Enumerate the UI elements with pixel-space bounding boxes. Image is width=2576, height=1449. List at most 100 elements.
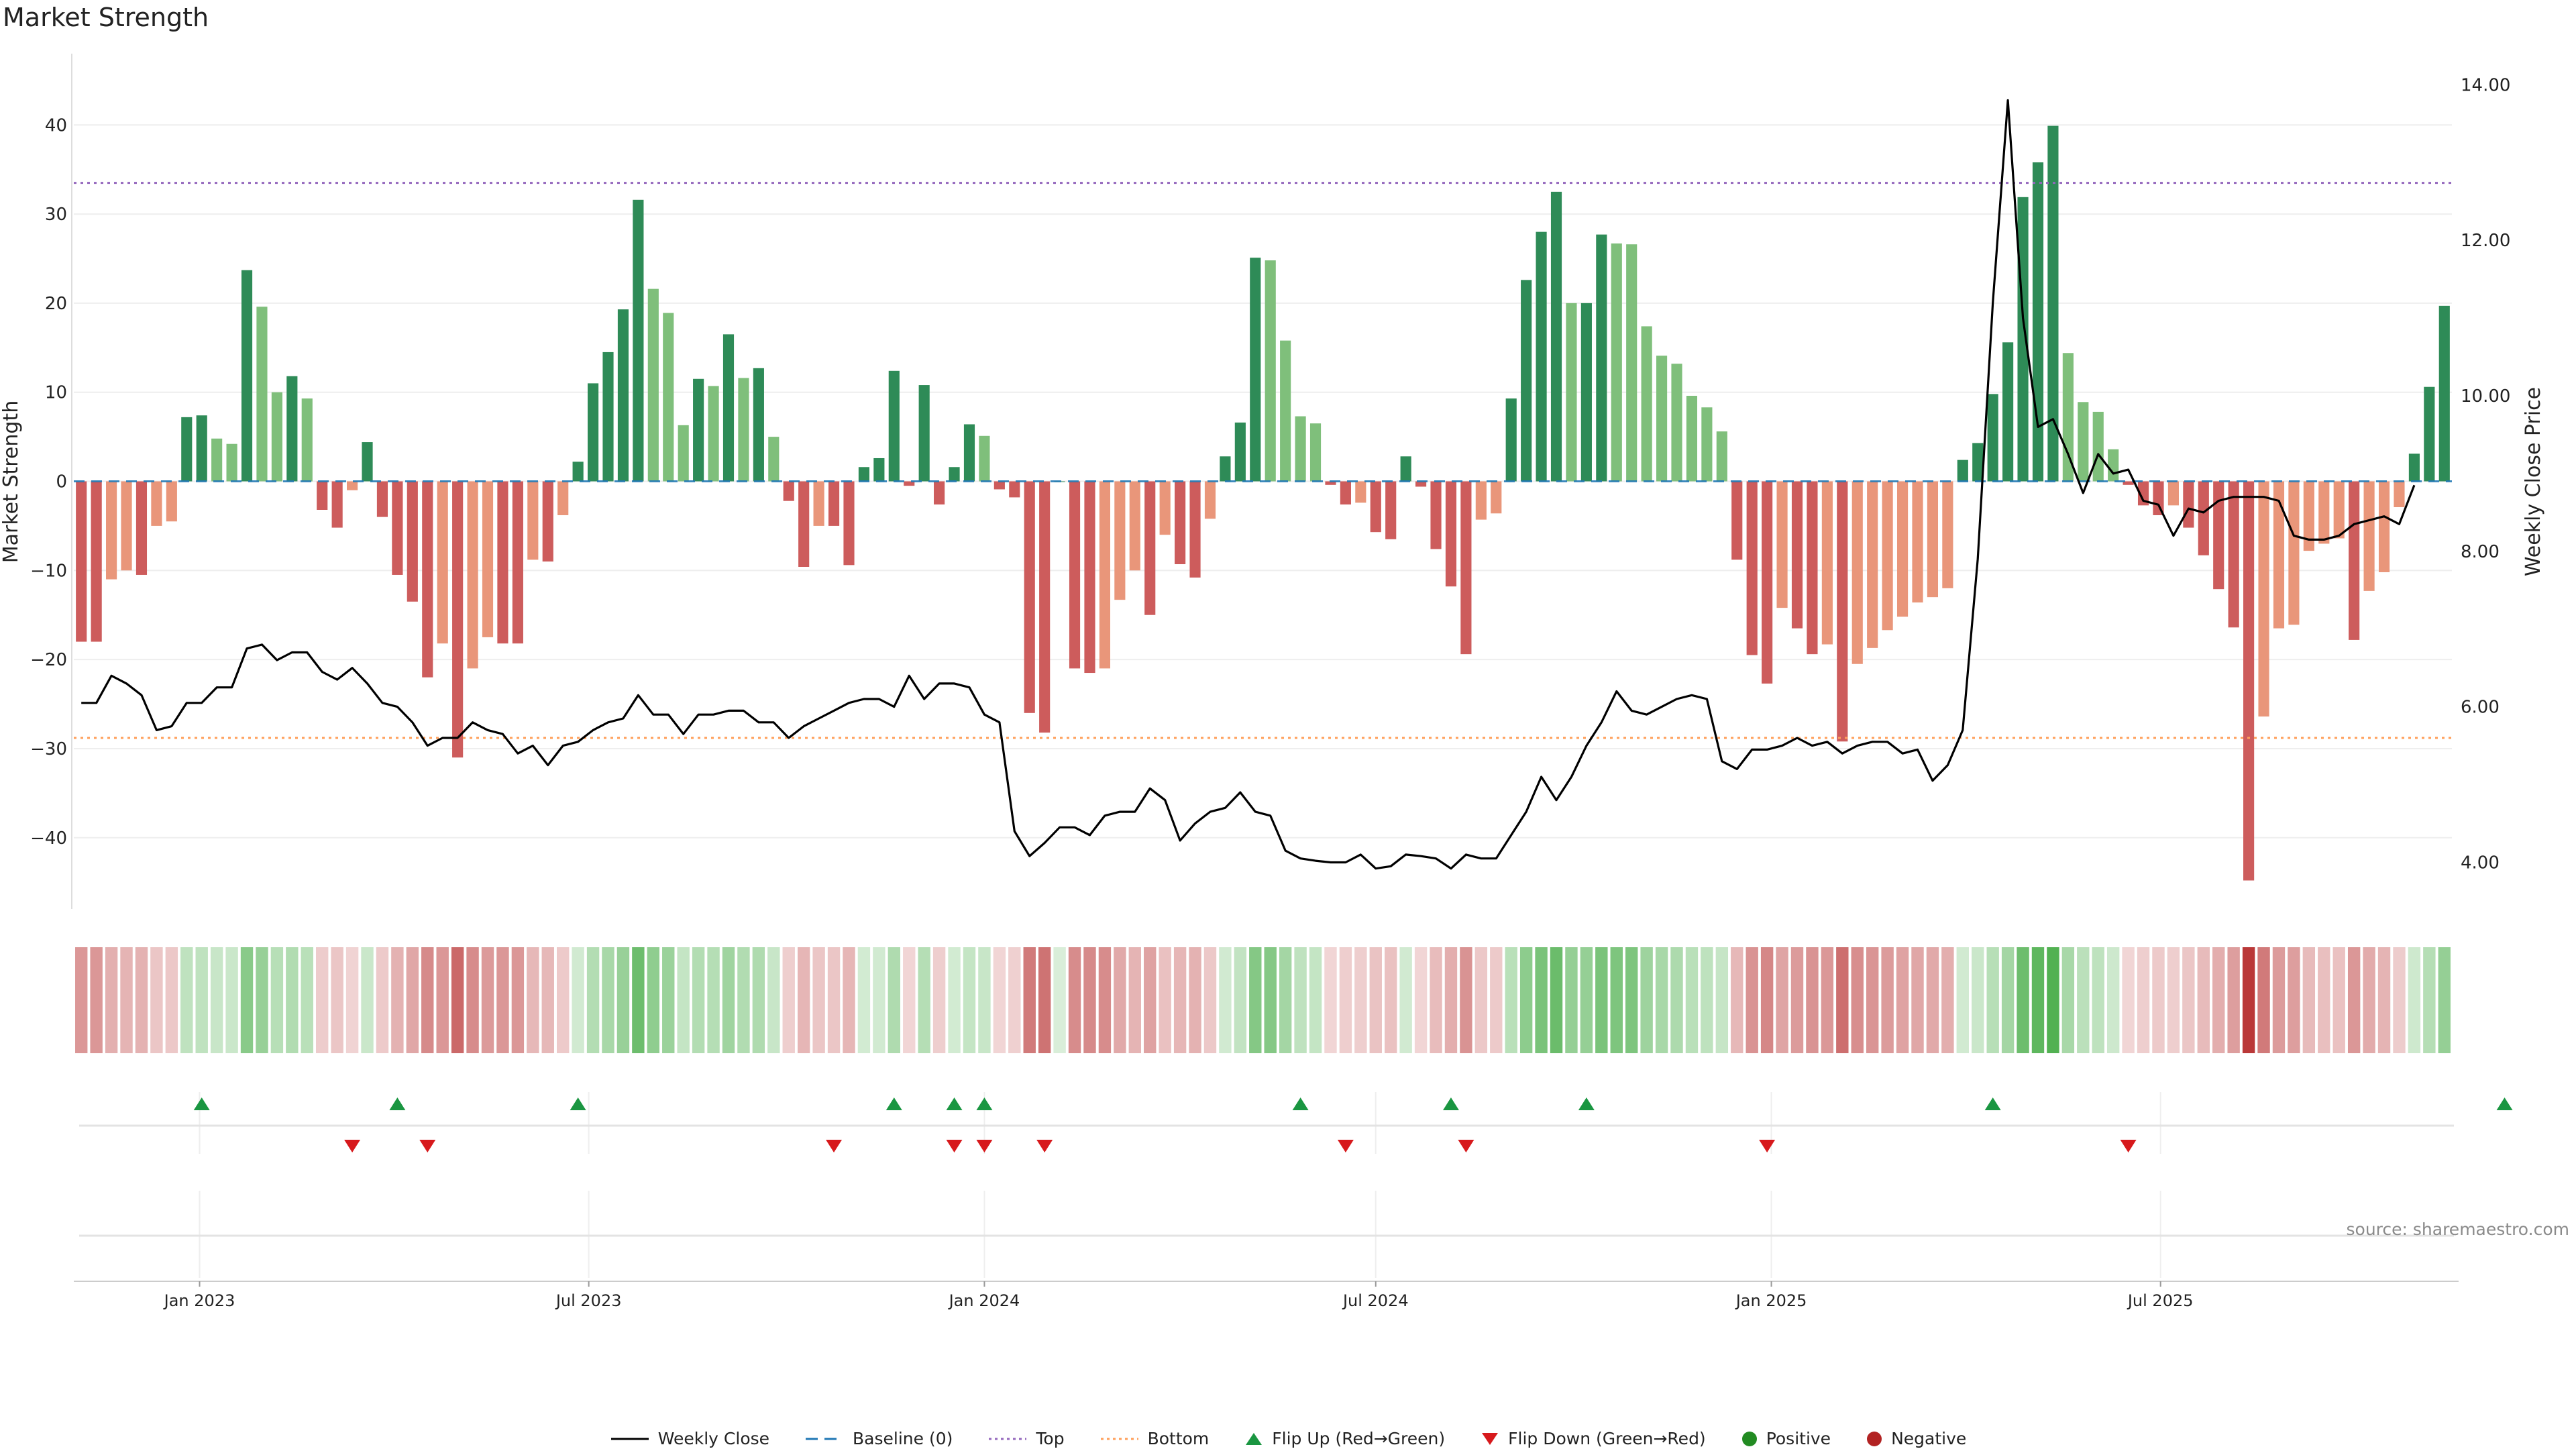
heat-cell	[1926, 947, 1939, 1053]
heat-cell	[1746, 947, 1758, 1053]
heat-cell	[1580, 947, 1593, 1053]
strength-bar	[497, 481, 508, 644]
y-tick-label-left: 10	[45, 383, 67, 403]
strength-bar	[2002, 342, 2014, 482]
strength-bar	[934, 481, 945, 505]
strength-bar	[2333, 481, 2345, 539]
heat-cell	[993, 947, 1006, 1053]
strength-bar	[1159, 481, 1171, 535]
heat-cell	[2227, 947, 2240, 1053]
heat-cell	[873, 947, 885, 1053]
heat-cell	[602, 947, 614, 1053]
heat-cell	[2408, 947, 2421, 1053]
flip-down-marker	[2120, 1140, 2137, 1152]
x-tick-label: Jan 2023	[163, 1291, 235, 1310]
strength-bar	[512, 481, 523, 644]
heat-cell	[1836, 947, 1849, 1053]
strength-bar	[633, 199, 644, 482]
heat-cell	[888, 947, 900, 1053]
strength-bar	[91, 481, 102, 642]
heat-cell	[1324, 947, 1337, 1053]
heat-cell	[797, 947, 810, 1053]
strength-bar	[151, 481, 162, 526]
strength-bar	[1009, 481, 1020, 498]
legend-label-positive: Positive	[1766, 1429, 1831, 1448]
strength-bar	[1144, 481, 1156, 615]
heat-cell	[1896, 947, 1909, 1053]
heat-cell	[707, 947, 720, 1053]
flip-up-marker	[1578, 1097, 1595, 1110]
strength-bar	[542, 481, 553, 562]
heat-cell	[1399, 947, 1412, 1053]
heat-cell	[2438, 947, 2451, 1053]
strength-bar	[1430, 481, 1442, 549]
heat-cell	[647, 947, 660, 1053]
strength-bar	[1189, 481, 1201, 578]
heat-cell	[2377, 947, 2391, 1053]
strength-bar	[301, 398, 313, 482]
strength-bar	[106, 481, 117, 580]
heat-cell	[2047, 947, 2059, 1053]
legend-label-weekly-close: Weekly Close	[657, 1429, 770, 1448]
heat-cell	[421, 947, 434, 1053]
heat-cell	[1655, 947, 1668, 1053]
heat-cell	[1790, 947, 1804, 1053]
heat-cell	[1203, 947, 1217, 1053]
heat-cell	[511, 947, 525, 1053]
heat-cell	[180, 947, 193, 1053]
strength-bar	[1280, 340, 1291, 482]
heat-cell	[2122, 947, 2135, 1053]
heat-cell	[1565, 947, 1578, 1053]
heat-cell	[345, 947, 359, 1053]
heat-cell	[1776, 947, 1788, 1053]
heat-cell	[1309, 947, 1322, 1053]
strength-bar	[798, 481, 810, 567]
heat-cell	[1535, 947, 1548, 1053]
heat-cell	[406, 947, 419, 1053]
heat-cell	[737, 947, 750, 1053]
strength-bar	[663, 313, 674, 482]
heat-cell	[1144, 947, 1157, 1053]
strength-bar	[136, 481, 148, 575]
heat-cell	[1234, 947, 1247, 1053]
heat-cell	[616, 947, 630, 1053]
strength-bar	[2394, 481, 2405, 508]
y-tick-label-left: 30	[45, 205, 67, 225]
strength-bar	[2032, 162, 2044, 482]
heat-cell	[210, 947, 223, 1053]
flip-down-marker	[419, 1140, 436, 1152]
legend-label-top: Top	[1036, 1429, 1065, 1448]
strength-bar	[527, 481, 539, 560]
heat-cell	[1670, 947, 1683, 1053]
y-tick-label-right: 8.00	[2461, 542, 2500, 562]
strength-bar	[572, 462, 584, 482]
strength-bar	[2424, 386, 2435, 482]
heat-cell	[2347, 947, 2361, 1053]
negative-dot-icon	[1867, 1431, 1882, 1446]
strength-bar	[1175, 481, 1186, 565]
heat-cell	[2242, 947, 2255, 1053]
strength-bar	[2137, 481, 2149, 506]
x-tick-label: Jul 2023	[555, 1291, 622, 1310]
heat-cell	[1460, 947, 1472, 1053]
strength-bar	[2273, 481, 2285, 629]
strength-bar	[2153, 481, 2164, 515]
strength-bar	[858, 467, 870, 482]
flip-up-marker	[946, 1097, 963, 1110]
heat-cell	[1354, 947, 1367, 1053]
flip-up-marker	[885, 1097, 902, 1110]
strength-bar	[949, 467, 960, 482]
flip-up-triangle-icon	[1246, 1432, 1263, 1445]
flip-up-marker	[1292, 1097, 1309, 1110]
strength-bar	[557, 481, 569, 515]
heat-cell	[1219, 947, 1232, 1053]
strength-bar	[1099, 481, 1110, 669]
strength-bar	[211, 438, 223, 482]
heat-cell	[496, 947, 509, 1053]
heat-cell	[2318, 947, 2330, 1053]
strength-heat-strip	[75, 947, 2451, 1053]
heat-cell	[2077, 947, 2090, 1053]
strength-bar	[1837, 481, 1848, 742]
heat-cell	[1385, 947, 1397, 1053]
strength-bar	[2108, 449, 2119, 482]
